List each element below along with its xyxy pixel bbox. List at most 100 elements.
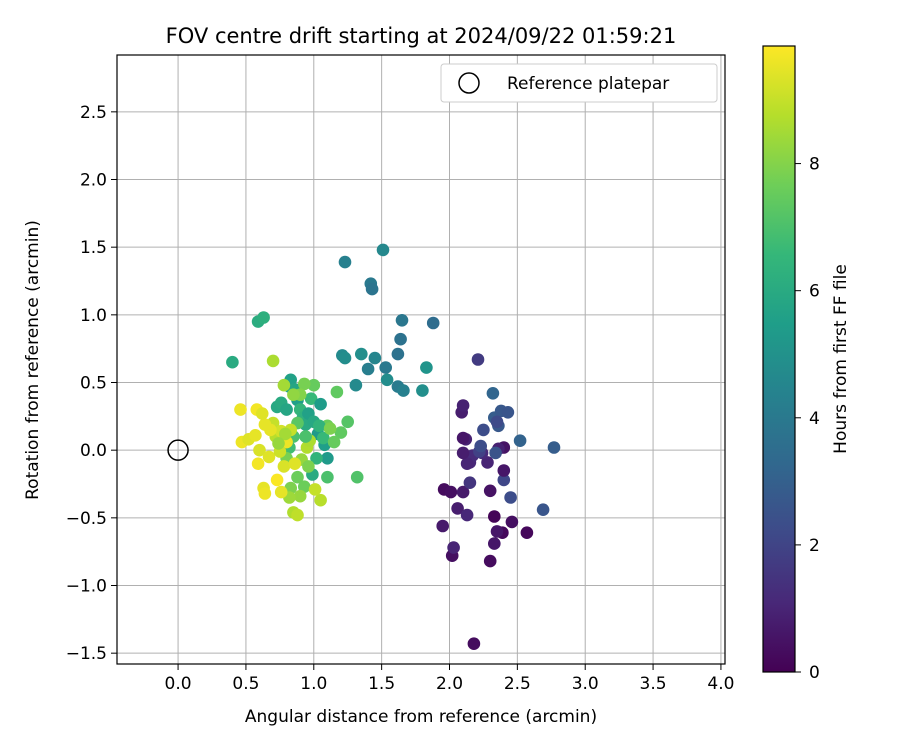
reference-platepar-icon bbox=[167, 439, 189, 461]
scatter-point bbox=[298, 480, 311, 494]
x-axis-label: Angular distance from reference (arcmin) bbox=[245, 707, 597, 727]
scatter-point bbox=[497, 464, 511, 477]
scatter-point bbox=[249, 429, 262, 442]
scatter-point bbox=[447, 541, 460, 554]
scatter-point bbox=[288, 457, 302, 471]
y-tick-label: 1.5 bbox=[80, 238, 107, 258]
scatter-point bbox=[483, 554, 497, 568]
colorbar-label: Hours from first FF file bbox=[831, 264, 851, 454]
scatter-point bbox=[291, 508, 304, 522]
scatter-point bbox=[255, 407, 269, 420]
scatter-point bbox=[317, 431, 330, 445]
scatter-point bbox=[380, 373, 394, 387]
scatter-point bbox=[299, 430, 312, 443]
scatter-point bbox=[323, 422, 337, 435]
colorbar-gradient bbox=[762, 45, 796, 673]
scatter-point bbox=[291, 470, 304, 484]
x-tick-label: 1.5 bbox=[368, 674, 395, 694]
scatter-point bbox=[270, 473, 284, 487]
colorbar-tick-label: 6 bbox=[809, 282, 820, 302]
scatter-point bbox=[314, 397, 327, 411]
scatter-point bbox=[505, 515, 519, 529]
x-tick-label: 2.5 bbox=[504, 674, 531, 694]
data-points bbox=[226, 243, 561, 650]
colorbar-tick-label: 0 bbox=[809, 663, 820, 683]
scatter-point bbox=[310, 452, 323, 465]
x-tick-label: 2.0 bbox=[436, 674, 463, 694]
scatter-point bbox=[456, 431, 470, 445]
scatter-point bbox=[312, 419, 326, 433]
scatter-point bbox=[334, 426, 348, 439]
y-tick-label: −1.0 bbox=[66, 577, 107, 597]
y-axis-ticks: −1.5 −1.0 −0.5 0.0 0.5 1.0 1.5 2.0 2.5 bbox=[66, 103, 117, 664]
scatter-point bbox=[279, 427, 292, 441]
scatter-point bbox=[350, 470, 364, 484]
scatter-point bbox=[277, 378, 291, 392]
scatter-point bbox=[501, 406, 515, 419]
scatter-point bbox=[258, 418, 272, 431]
y-axis-label: Rotation from reference (arcmin) bbox=[23, 220, 43, 500]
scatter-point bbox=[307, 378, 321, 392]
scatter-point bbox=[397, 384, 410, 397]
scatter-point bbox=[368, 351, 382, 365]
scatter-point bbox=[460, 508, 474, 522]
scatter-point bbox=[488, 510, 501, 523]
x-tick-label: 4.0 bbox=[707, 674, 734, 694]
scatter-point bbox=[321, 452, 334, 465]
scatter-point bbox=[444, 485, 458, 499]
scatter-point bbox=[477, 423, 490, 437]
y-tick-label: 2.5 bbox=[80, 103, 107, 123]
scatter-point bbox=[504, 491, 517, 504]
scatter-point bbox=[338, 255, 352, 269]
legend-box bbox=[440, 63, 718, 103]
scatter-point bbox=[349, 378, 363, 392]
y-tick-label: 0.0 bbox=[80, 441, 107, 461]
scatter-point bbox=[302, 460, 315, 473]
scatter-point bbox=[520, 526, 534, 539]
legend-open-circle-icon bbox=[458, 72, 480, 94]
scatter-point bbox=[341, 415, 355, 429]
scatter-point bbox=[474, 439, 488, 453]
legend: Reference platepar bbox=[440, 63, 718, 103]
colorbar-tick-label: 2 bbox=[809, 536, 820, 556]
scatter-point bbox=[481, 456, 494, 469]
scatter-point bbox=[536, 503, 550, 516]
scatter-point bbox=[321, 470, 334, 484]
scatter-point bbox=[488, 537, 501, 550]
legend-label: Reference platepar bbox=[507, 74, 669, 94]
chart-title: FOV centre drift starting at 2024/09/22 … bbox=[166, 24, 677, 48]
scatter-point bbox=[483, 484, 497, 498]
scatter-point bbox=[355, 347, 368, 361]
x-axis-ticks: 0.0 0.5 1.0 1.5 2.0 2.5 3.0 3.5 4.0 bbox=[165, 664, 734, 694]
scatter-point bbox=[257, 311, 270, 324]
scatter-point bbox=[376, 243, 390, 257]
scatter-point bbox=[365, 282, 379, 296]
scatter-point bbox=[258, 487, 272, 500]
scatter-point bbox=[226, 355, 239, 369]
scatter-point bbox=[298, 377, 311, 391]
scatter-point bbox=[338, 351, 352, 365]
scatter-point bbox=[266, 354, 280, 368]
x-tick-label: 1.0 bbox=[300, 674, 327, 694]
y-tick-label: 0.5 bbox=[80, 374, 107, 394]
grid-lines bbox=[117, 55, 725, 664]
scatter-point bbox=[451, 502, 464, 515]
scatter-point bbox=[253, 443, 266, 457]
scatter-point bbox=[513, 434, 527, 448]
scatter-point bbox=[497, 473, 511, 487]
colorbar-tick-label: 8 bbox=[809, 155, 820, 175]
scatter-point bbox=[361, 362, 375, 376]
x-tick-label: 0.0 bbox=[165, 674, 192, 694]
scatter-point bbox=[391, 347, 405, 361]
scatter-point bbox=[416, 384, 429, 397]
scatter-point bbox=[327, 435, 341, 449]
scatter-point bbox=[395, 314, 409, 327]
scatter-point bbox=[272, 437, 285, 450]
scatter-point bbox=[436, 519, 450, 533]
scatter-point bbox=[420, 361, 433, 374]
scatter-point bbox=[471, 353, 485, 366]
x-tick-label: 3.5 bbox=[640, 674, 667, 694]
x-tick-label: 0.5 bbox=[232, 674, 259, 694]
colorbar-ticks: 0 2 4 6 8 bbox=[795, 155, 820, 683]
